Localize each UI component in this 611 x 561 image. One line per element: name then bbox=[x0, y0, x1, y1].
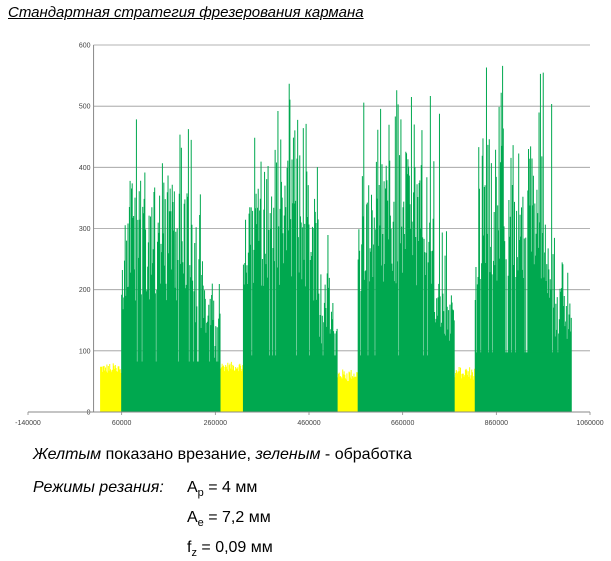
y-tick-label: 500 bbox=[79, 104, 91, 111]
fz-subscript: z bbox=[191, 547, 197, 560]
y-tick-label: 100 bbox=[79, 348, 91, 355]
segment-base bbox=[454, 395, 476, 412]
x-tick-label: -140000 bbox=[15, 420, 41, 427]
caption-end: - обработка bbox=[320, 446, 412, 463]
ap-value: = 4 мм bbox=[203, 479, 258, 496]
yellow-word: Желтым bbox=[33, 446, 102, 463]
x-tick-label: 260000 bbox=[204, 420, 227, 427]
x-tick-label: 60000 bbox=[112, 420, 132, 427]
fz-value: = 0,09 мм bbox=[196, 539, 273, 556]
ae-symbol: A bbox=[187, 509, 198, 526]
ae-subscript: e bbox=[197, 517, 204, 530]
milling-segment-4 bbox=[474, 65, 572, 412]
segment-base bbox=[121, 361, 221, 412]
plunge-segment-2 bbox=[219, 361, 244, 412]
milling-segment-2 bbox=[242, 83, 338, 412]
plunge-segment-1 bbox=[100, 363, 123, 412]
chart-bars bbox=[100, 65, 572, 412]
ap-subscript: p bbox=[197, 487, 204, 500]
y-tick-label: 200 bbox=[79, 287, 91, 294]
y-tick-label: 400 bbox=[79, 165, 91, 172]
ae-value: = 7,2 мм bbox=[203, 509, 271, 526]
x-tick-label: 660000 bbox=[391, 420, 414, 427]
plunge-segment-3 bbox=[336, 369, 359, 412]
x-tick-label: 1060000 bbox=[576, 420, 603, 427]
page-title: Стандартная стратегия фрезерования карма… bbox=[8, 4, 364, 21]
param-fz: fz = 0,09 мм bbox=[187, 539, 273, 559]
modes-label-text: Режимы резания: bbox=[33, 479, 164, 496]
plunge-segment-4 bbox=[453, 366, 476, 412]
gridlines bbox=[93, 44, 590, 352]
segment-base bbox=[243, 355, 338, 412]
cutting-modes-label: Режимы резания: bbox=[33, 479, 164, 497]
axes: 0 100 200 300 400 500 600 -140000 60000 260000 460… bbox=[15, 43, 604, 428]
legend-caption: Желтым показано врезание, зеленым - обра… bbox=[33, 446, 412, 464]
x-tick-label: 460000 bbox=[297, 420, 320, 427]
y-tick-label: 0 bbox=[87, 410, 91, 417]
param-ap: Ap = 4 мм bbox=[187, 479, 257, 499]
segment-base bbox=[475, 352, 572, 412]
caption-middle: показано врезание, bbox=[101, 446, 256, 463]
segment-base bbox=[220, 389, 244, 412]
y-tick-label: 300 bbox=[79, 226, 91, 233]
milling-segment-1 bbox=[121, 119, 221, 412]
segment-base bbox=[100, 391, 122, 412]
milling-segment-3 bbox=[357, 90, 455, 412]
x-tick-label: 860000 bbox=[485, 420, 508, 427]
param-ae: Ae = 7,2 мм bbox=[187, 509, 271, 529]
y-tick-label: 600 bbox=[79, 43, 91, 50]
green-word: зеленым bbox=[255, 446, 321, 463]
ap-symbol: A bbox=[187, 479, 198, 496]
segment-base bbox=[337, 395, 359, 412]
segment-base bbox=[358, 355, 455, 412]
chart: 0 100 200 300 400 500 600 -140000 60000 260000 460… bbox=[15, 43, 604, 428]
fz-symbol: f bbox=[187, 539, 192, 556]
